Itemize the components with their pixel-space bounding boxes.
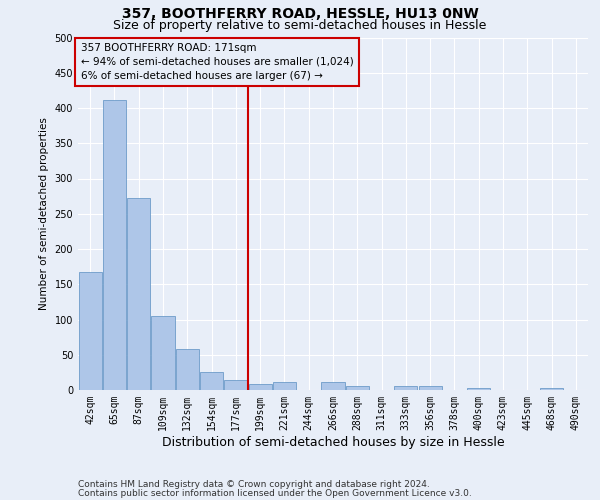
Bar (79, 272, 101, 390)
Bar (151, 316, 175, 390)
Bar (200, 372, 223, 390)
Bar (346, 386, 369, 390)
X-axis label: Distribution of semi-detached houses by size in Hessle: Distribution of semi-detached houses by … (161, 436, 505, 448)
Bar (103, 100, 126, 390)
Bar (127, 198, 150, 390)
Bar (322, 382, 344, 390)
Y-axis label: Number of semi-detached properties: Number of semi-detached properties (39, 118, 49, 310)
Bar (248, 384, 272, 390)
Text: Contains HM Land Registry data © Crown copyright and database right 2024.: Contains HM Land Registry data © Crown c… (78, 480, 430, 489)
Bar (419, 386, 442, 390)
Bar (540, 388, 563, 390)
Text: Contains public sector information licensed under the Open Government Licence v3: Contains public sector information licen… (78, 488, 472, 498)
Bar (467, 388, 490, 390)
Text: 357, BOOTHFERRY ROAD, HESSLE, HU13 0NW: 357, BOOTHFERRY ROAD, HESSLE, HU13 0NW (122, 8, 478, 22)
Bar (394, 386, 418, 390)
Text: 357 BOOTHFERRY ROAD: 171sqm
← 94% of semi-detached houses are smaller (1,024)
6%: 357 BOOTHFERRY ROAD: 171sqm ← 94% of sem… (80, 43, 353, 81)
Bar (273, 382, 296, 390)
Bar (224, 380, 247, 390)
Text: Size of property relative to semi-detached houses in Hessle: Size of property relative to semi-detach… (113, 18, 487, 32)
Bar (176, 349, 199, 390)
